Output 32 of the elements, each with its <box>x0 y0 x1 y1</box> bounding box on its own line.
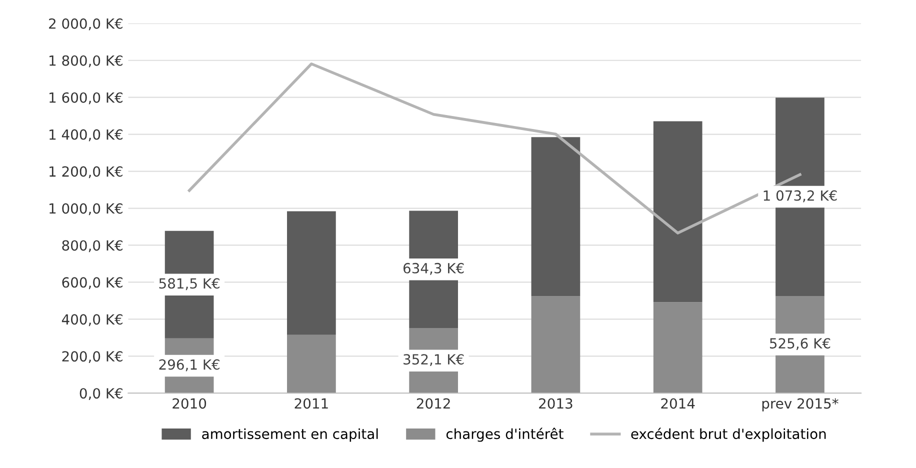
y-tick-label: 1 800,0 K€ <box>50 55 122 68</box>
y-tick-label: 400,0 K€ <box>62 314 122 326</box>
y-tick-label: 800,0 K€ <box>62 240 122 252</box>
y-tick-label: 1 600,0 K€ <box>50 92 122 104</box>
y-tick-label: 1 000,0 K€ <box>50 203 122 216</box>
bar <box>531 296 580 394</box>
data-label: 634,3 K€ <box>403 262 464 275</box>
bar <box>653 302 702 394</box>
x-tick-label: 2014 <box>661 398 695 409</box>
legend-label: excédent brut d'exploitation <box>631 428 826 442</box>
y-tick-label: 1 400,0 K€ <box>50 129 122 142</box>
data-label: 352,1 K€ <box>404 354 464 366</box>
y-tick-label: 600,0 K€ <box>62 277 122 290</box>
data-label: 581,5 K€ <box>159 278 220 290</box>
legend-label: amortissement en capital <box>202 428 378 442</box>
x-tick-label: 2013 <box>539 398 572 409</box>
y-tick-label: 1 200,0 K€ <box>50 166 122 178</box>
x-tick-label: 2012 <box>416 398 450 409</box>
y-tick-label: 200,0 K€ <box>62 351 122 364</box>
legend-label: charges d'intérêt <box>446 428 564 442</box>
x-tick-label: 2011 <box>294 398 328 409</box>
bar <box>531 137 580 296</box>
data-label: 525,6 K€ <box>770 338 830 350</box>
data-label: 296,1 K€ <box>159 359 220 372</box>
x-tick-label: prev 2015* <box>762 398 838 412</box>
bar <box>287 334 336 394</box>
bar <box>287 211 336 335</box>
y-tick-label: 0,0 K€ <box>80 388 122 400</box>
bar <box>653 121 702 302</box>
y-tick-label: 2 000,0 K€ <box>49 18 122 30</box>
data-label: 1 073,2 K€ <box>764 190 837 202</box>
x-tick-label: 2010 <box>172 398 206 409</box>
